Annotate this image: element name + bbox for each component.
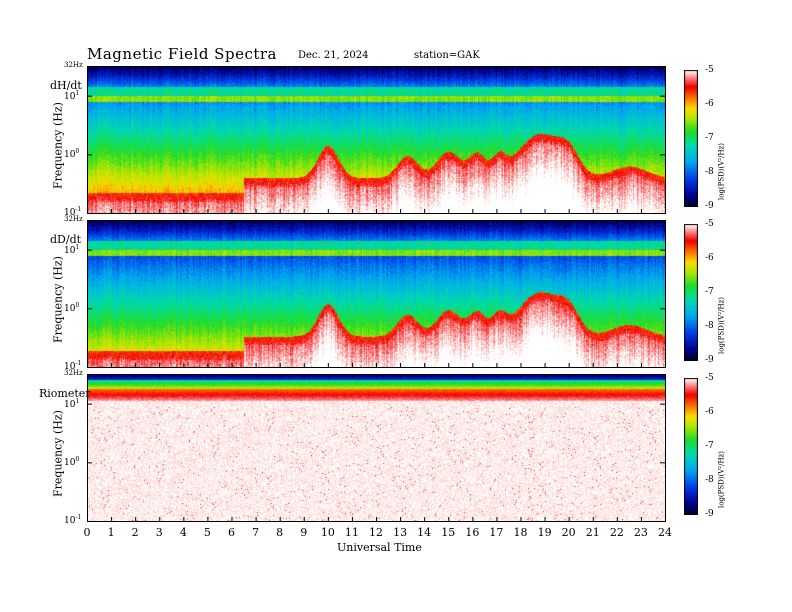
x-tick-label: 19	[537, 526, 552, 539]
ytick-32hz: 32Hz	[64, 61, 83, 69]
x-tick-label: 10	[320, 526, 335, 539]
cb-tick: -8	[705, 475, 714, 485]
ytick-10-m1: 10-1	[64, 515, 81, 526]
cb-tick: -7	[705, 133, 714, 143]
cb-tick: -9	[705, 201, 714, 211]
ytick-base: 10	[64, 208, 76, 218]
x-tick-label: 3	[155, 526, 163, 539]
ytick-10-m1: 10-1	[64, 361, 81, 372]
ytick-exp: 0	[75, 302, 80, 309]
cb-tick: -5	[705, 373, 714, 383]
cb-tick: -9	[705, 355, 714, 365]
x-tick-label: 5	[203, 526, 211, 539]
ytick-base: 10	[64, 246, 76, 256]
ytick-10-m1: 10-1	[64, 207, 81, 218]
cb-tick: -5	[705, 219, 714, 229]
ytick-base: 10	[64, 304, 76, 314]
panel-frame	[87, 220, 666, 368]
panel-label-riometer: Riometer	[39, 387, 91, 400]
x-tick-label: 8	[276, 526, 284, 539]
ytick-10-1: 101	[64, 245, 79, 256]
ytick-exp: -1	[75, 206, 82, 213]
ytick-exp: 1	[75, 398, 80, 405]
x-tick-label: 13	[393, 526, 408, 539]
x-tick-label: 0	[83, 526, 91, 539]
ytick-exp: 0	[75, 456, 80, 463]
x-tick-label: 11	[344, 526, 359, 539]
panel-label-dhdt: dH/dt	[50, 79, 82, 92]
x-axis-title: Universal Time	[337, 541, 422, 554]
ytick-10-0: 100	[64, 303, 79, 314]
cb-tick: -9	[705, 509, 714, 519]
date-label: Dec. 21, 2024	[298, 50, 369, 61]
x-tick-label: 9	[300, 526, 308, 539]
cb-tick: -6	[705, 99, 714, 109]
x-tick-label: 2	[131, 526, 139, 539]
ytick-base: 10	[64, 362, 76, 372]
x-tick-label: 14	[417, 526, 432, 539]
x-tick-label: 15	[441, 526, 456, 539]
station-label: station=GAK	[414, 50, 480, 61]
x-tick-label: 4	[179, 526, 187, 539]
colorbar-riometer	[684, 378, 698, 515]
ytick-base: 10	[64, 150, 76, 160]
ytick-10-0: 100	[64, 457, 79, 468]
spectrogram-dhdt	[87, 66, 665, 213]
ytick-exp: 1	[75, 244, 80, 251]
panel-frame	[87, 374, 666, 522]
cb-tick: -5	[705, 65, 714, 75]
ytick-exp: 0	[75, 148, 80, 155]
ytick-10-0: 100	[64, 149, 79, 160]
panel-frame	[87, 66, 666, 214]
x-tick-label: 20	[561, 526, 576, 539]
cb-tick: -7	[705, 441, 714, 451]
ytick-32hz: 32Hz	[64, 215, 83, 223]
x-tick-label: 22	[609, 526, 624, 539]
cb-tick: -7	[705, 287, 714, 297]
panel-label-dddt: dD/dt	[50, 233, 82, 246]
x-tick-label: 24	[658, 526, 672, 539]
x-tick-label: 16	[465, 526, 480, 539]
cb-tick: -8	[705, 167, 714, 177]
ytick-base: 10	[64, 92, 76, 102]
x-tick-label: 17	[489, 526, 504, 539]
ytick-10-1: 101	[64, 399, 79, 410]
x-tick-label: 21	[585, 526, 600, 539]
ytick-exp: 1	[75, 90, 80, 97]
x-tick-label: 12	[369, 526, 383, 539]
ytick-32hz: 32Hz	[64, 369, 83, 377]
colorbar-dhdt	[684, 70, 698, 207]
ytick-10-1: 101	[64, 91, 79, 102]
ytick-base: 10	[64, 400, 76, 410]
cb-tick: -6	[705, 253, 714, 263]
spectrogram-riometer	[87, 374, 665, 521]
x-tick-label: 1	[107, 526, 115, 539]
cb-tick: -8	[705, 321, 714, 331]
chart-title: Magnetic Field Spectra	[87, 45, 277, 63]
x-tick-label: 6	[228, 526, 235, 539]
ytick-exp: -1	[75, 514, 82, 521]
ytick-exp: -1	[75, 360, 82, 367]
colorbar-dddt	[684, 224, 698, 361]
ytick-base: 10	[64, 458, 76, 468]
ytick-base: 10	[64, 516, 76, 526]
x-tick-label: 23	[633, 526, 648, 539]
spectrogram-dddt	[87, 220, 665, 367]
x-tick-label: 7	[252, 526, 260, 539]
cb-tick: -6	[705, 407, 714, 417]
x-tick-label: 18	[513, 526, 528, 539]
